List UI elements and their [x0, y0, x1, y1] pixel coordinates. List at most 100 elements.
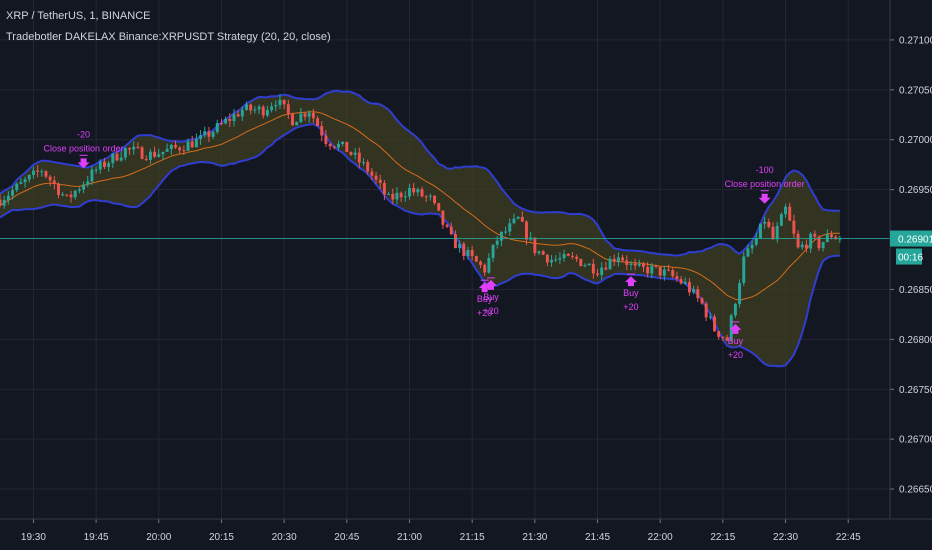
x-tick-label: 20:30	[272, 532, 297, 543]
candle-body	[366, 162, 370, 172]
candle-body	[249, 104, 253, 111]
candle-body	[487, 257, 491, 273]
candle-body	[537, 251, 541, 254]
candle-body	[61, 194, 65, 196]
candle-body	[474, 256, 478, 262]
candle-body	[784, 206, 788, 215]
candle-body	[31, 170, 35, 175]
candle-body	[286, 104, 290, 114]
candle-body	[27, 174, 31, 180]
candle-body	[203, 131, 207, 136]
candle-body	[495, 240, 499, 245]
candle-body	[224, 119, 228, 124]
close-arrow-icon	[77, 158, 90, 169]
candle-body	[257, 106, 261, 110]
countdown-label: 00:16	[898, 253, 923, 264]
candle-body	[332, 146, 336, 148]
candle-body	[458, 243, 462, 249]
candle-body	[625, 260, 629, 265]
candle-body	[767, 221, 771, 227]
candle-body	[115, 153, 119, 161]
candle-body	[813, 233, 817, 237]
signal-value-label: +20	[728, 350, 743, 360]
candle-body	[199, 135, 203, 139]
candles	[0, 94, 842, 343]
candle-body	[462, 243, 466, 256]
candle-body	[433, 195, 437, 204]
candle-body	[299, 113, 303, 122]
signal-value-label: +20	[477, 308, 492, 318]
candle-body	[796, 233, 800, 248]
candle-body	[721, 336, 725, 338]
candle-body	[228, 119, 232, 122]
candle-body	[303, 113, 307, 117]
candle-body	[733, 303, 737, 316]
candle-body	[52, 180, 56, 184]
candle-body	[629, 263, 633, 265]
signal-text-label: Buy	[623, 288, 639, 298]
candle-body	[533, 237, 537, 254]
candle-body	[320, 125, 324, 136]
candle-body	[550, 259, 554, 263]
candle-body	[169, 144, 173, 150]
candle-body	[470, 250, 474, 257]
candle-body	[370, 171, 374, 176]
candle-body	[792, 220, 796, 234]
y-tick-label: 0.27050	[899, 85, 932, 96]
candle-body	[775, 225, 779, 240]
candle-body	[562, 253, 566, 259]
candle-body	[6, 195, 10, 201]
candle-body	[621, 257, 625, 261]
candle-body	[675, 276, 679, 280]
candle-body	[148, 151, 152, 160]
candle-body	[324, 135, 328, 144]
candle-body	[637, 263, 641, 266]
candle-body	[738, 283, 742, 304]
strategy-legend[interactable]: Tradebotler DAKELAX Binance:XRPUSDT Stra…	[6, 31, 331, 43]
signal-text-label: Close position order	[725, 179, 805, 189]
x-tick-label: 20:45	[334, 532, 359, 543]
candle-body	[416, 189, 420, 193]
candle-body	[800, 244, 804, 248]
candle-body	[174, 144, 177, 148]
candle-body	[265, 110, 269, 116]
candle-body	[642, 263, 645, 267]
lower-band-line	[0, 123, 840, 368]
candle-body	[2, 200, 6, 206]
candle-body	[545, 254, 549, 263]
candle-body	[817, 236, 821, 249]
candle-body	[65, 194, 69, 196]
candle-body	[57, 183, 60, 195]
candle-body	[316, 118, 320, 126]
y-tick-label: 0.26650	[899, 485, 932, 496]
candle-body	[395, 192, 399, 200]
candle-body	[554, 259, 558, 261]
candle-body	[291, 113, 294, 126]
price-tag-label: 0.26901	[898, 235, 932, 246]
candle-body	[499, 231, 503, 241]
candle-body	[90, 169, 94, 182]
candle-body	[683, 282, 687, 284]
candle-body	[575, 256, 579, 259]
symbol-title[interactable]: XRP / TetherUS, 1, BINANCE	[6, 10, 151, 22]
candle-body	[274, 104, 278, 107]
x-tick-label: 22:15	[710, 532, 735, 543]
candle-body	[779, 214, 783, 226]
candle-body	[445, 224, 449, 227]
candle-body	[374, 175, 378, 180]
candle-body	[671, 270, 675, 277]
time-axis[interactable]: 19:30 19:45 20:00 20:15 20:30 20:45 21:00 21:15…	[0, 518, 932, 543]
candle-body	[40, 171, 44, 173]
candle-body	[587, 263, 591, 266]
x-tick-label: 20:00	[146, 532, 171, 543]
price-axis[interactable]: 0.27100 0.27050 0.27000 0.26950 0.26850 0.268…	[889, 0, 932, 519]
candle-body	[165, 149, 169, 152]
candle-body	[211, 131, 215, 137]
candle-body	[566, 253, 570, 256]
candle-body	[437, 203, 441, 211]
signal-value-label: +20	[623, 302, 638, 312]
x-tick-label: 21:30	[522, 532, 547, 543]
candle-body	[504, 231, 508, 233]
